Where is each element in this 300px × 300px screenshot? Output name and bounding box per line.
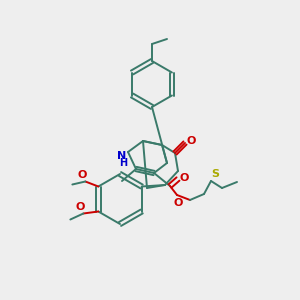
- Text: H: H: [119, 158, 127, 168]
- Text: O: O: [179, 173, 189, 183]
- Text: O: O: [186, 136, 196, 146]
- Text: O: O: [78, 170, 87, 181]
- Text: O: O: [173, 198, 183, 208]
- Text: N: N: [117, 151, 127, 161]
- Text: O: O: [76, 202, 85, 212]
- Text: S: S: [211, 169, 219, 179]
